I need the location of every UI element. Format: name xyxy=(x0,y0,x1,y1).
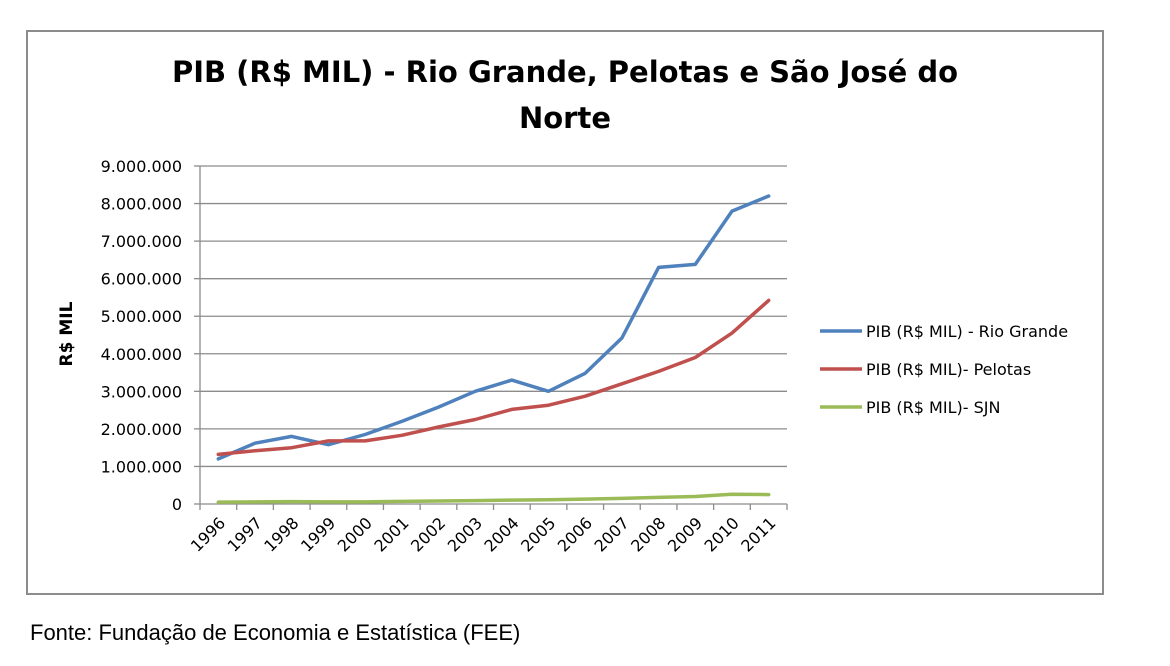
y-tick-label: 5.000.000 xyxy=(101,307,182,326)
series-line-3 xyxy=(216,492,771,504)
y-tick-label: 6.000.000 xyxy=(101,270,182,289)
legend: PIB (R$ MIL) - Rio Grande PIB (R$ MIL)- P… xyxy=(820,322,1068,417)
x-tick-label: 2001 xyxy=(370,513,412,555)
y-tick-label: 0 xyxy=(172,495,182,514)
chart-title-line2: Norte xyxy=(519,101,611,135)
x-tick-label: 2008 xyxy=(627,513,669,555)
y-tick-label: 9.000.000 xyxy=(101,157,182,176)
grid-layer xyxy=(200,165,787,468)
series-layer xyxy=(216,194,771,504)
source-note: Fonte: Fundação de Economia e Estatístic… xyxy=(30,620,521,645)
x-tick-label: 2002 xyxy=(407,513,449,555)
x-tick-label: 1996 xyxy=(187,513,229,555)
legend-label: PIB (R$ MIL)- Pelotas xyxy=(866,360,1031,379)
x-tick-label: 2003 xyxy=(444,513,486,555)
y-tick-label: 8.000.000 xyxy=(101,195,182,214)
x-tick-label: 1997 xyxy=(224,513,266,555)
x-tick-label: 2000 xyxy=(334,513,376,555)
x-tick-label: 2010 xyxy=(701,513,743,555)
x-tick-label: 2009 xyxy=(664,513,706,555)
y-tick-label: 2.000.000 xyxy=(101,420,182,439)
y-tick-label: 1.000.000 xyxy=(101,457,182,476)
legend-label: PIB (R$ MIL)- SJN xyxy=(866,398,1000,417)
series-line-1 xyxy=(216,194,771,461)
y-tick-label: 3.000.000 xyxy=(101,382,182,401)
y-tick-label: 7.000.000 xyxy=(101,232,182,251)
x-tick-label: 2011 xyxy=(737,513,779,555)
chart-title-line1: PIB (R$ MIL) - Rio Grande, Pelotas e São… xyxy=(172,55,958,89)
y-axis-label: R$ MIL xyxy=(57,301,77,366)
y-tick-label: 4.000.000 xyxy=(101,345,182,364)
series-line-2 xyxy=(216,298,771,457)
x-tick-label: 1999 xyxy=(297,513,339,555)
legend-label: PIB (R$ MIL) - Rio Grande xyxy=(866,322,1068,341)
x-tick-label: 2007 xyxy=(591,513,633,555)
x-tick-label: 2006 xyxy=(554,513,596,555)
x-tick-label: 1998 xyxy=(260,513,302,555)
x-tick-label: 2005 xyxy=(517,513,559,555)
x-tick-label: 2004 xyxy=(480,513,522,555)
